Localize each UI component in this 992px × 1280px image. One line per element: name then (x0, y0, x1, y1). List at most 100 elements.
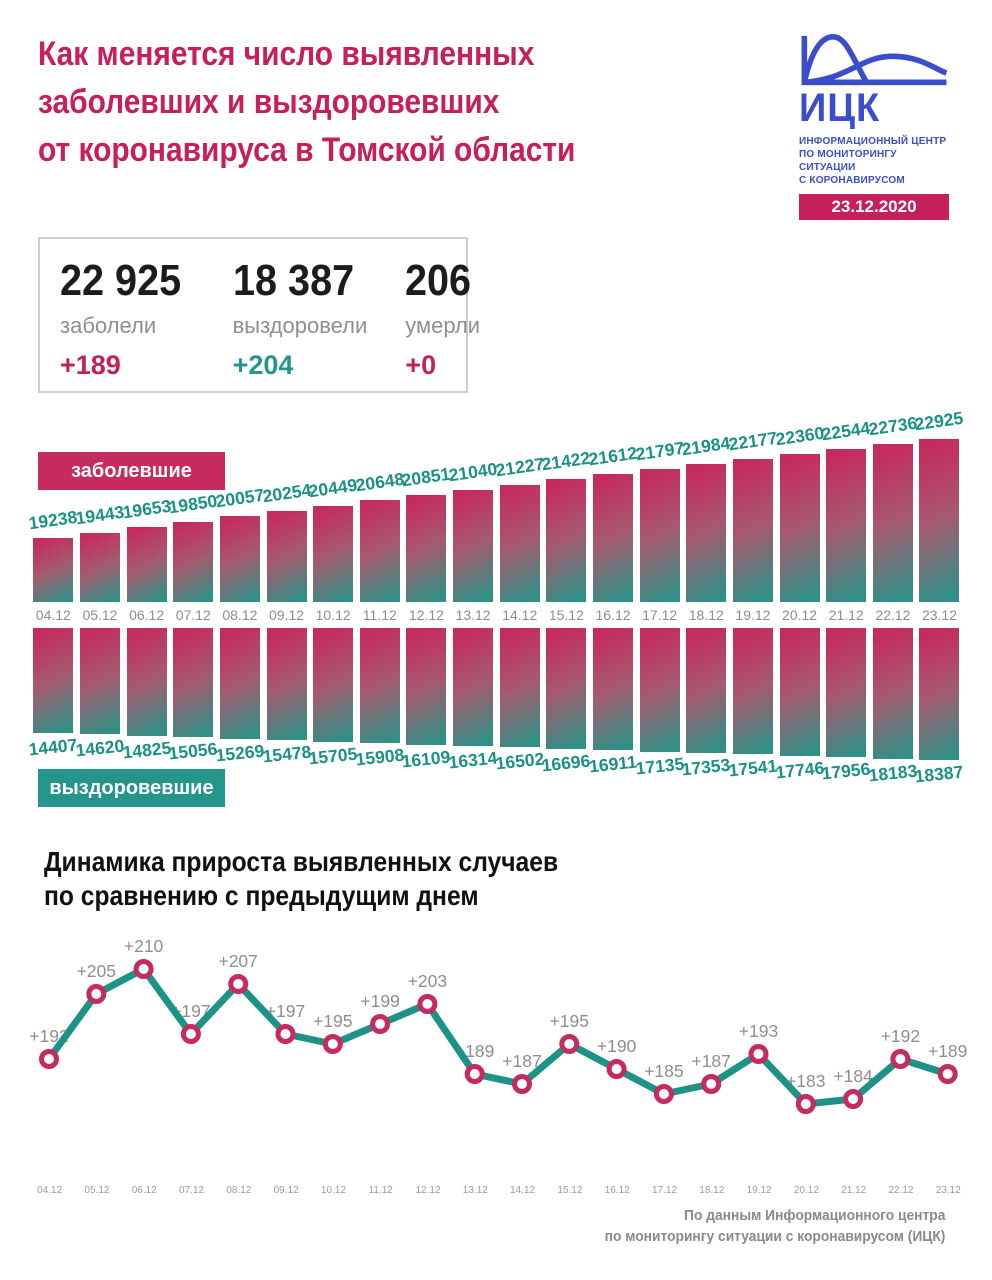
bar-date-label: 12.12 (408, 607, 444, 623)
infected-bar (779, 454, 820, 602)
data-point-marker (606, 1059, 627, 1079)
infected-bar (732, 459, 773, 602)
bar-column: 21422 15.12 16696 (540, 430, 592, 828)
line-title-line-2: по сравнению с предыдущим днем (44, 880, 479, 911)
line-date-label: 18.12 (699, 1185, 725, 1196)
data-point-marker (228, 974, 249, 994)
infected-value-label: 20648 (354, 468, 406, 496)
infected-value-label: 22177 (727, 427, 779, 455)
recovered-bar (406, 628, 447, 745)
infected-bar-slot: 22544 (821, 418, 872, 602)
recovered-value-label: 16696 (541, 750, 592, 775)
epidemic-curves-icon (801, 34, 948, 86)
line-chart-svg: +192+205+210+197+207+197 +195+199+203+189… (29, 936, 967, 1114)
recovered-bar-slot: 15269 (215, 628, 265, 828)
data-point-marker (843, 1089, 864, 1109)
bar-column: 21984 18.12 17353 (680, 430, 732, 828)
logo-subtitle-2: ПО МОНИТОРИНГУ СИТУАЦИИ (799, 149, 897, 173)
source-note: По данным Информационного центра по мони… (604, 1205, 945, 1247)
increase-point-label: +197 (266, 1001, 305, 1021)
recovered-bar (732, 628, 773, 755)
recovered-delta: +204 (232, 350, 294, 380)
recovered-bar-slot: 15705 (307, 628, 359, 828)
recovered-bar-slot: 16911 (588, 628, 638, 828)
recovered-bar (779, 628, 820, 756)
infected-value-label: 19850 (167, 490, 219, 517)
bar-date-label: 22.12 (875, 607, 911, 623)
recovered-bar-slot: 17746 (774, 628, 825, 828)
recovered-bar (219, 628, 260, 739)
recovered-bar (313, 628, 354, 742)
recovered-value-label: 16911 (588, 751, 638, 777)
infected-value-label: 19238 (27, 506, 79, 534)
line-date-label: 21.12 (841, 1185, 867, 1196)
data-point-marker (512, 1074, 532, 1094)
logo-subtitle-1: ИНФОРМАЦИОННЫЙ ЦЕНТР (799, 136, 947, 147)
recovered-bar-slot: 17956 (821, 628, 871, 828)
infected-bar (919, 439, 960, 602)
bar-date-label: 07.12 (175, 607, 211, 623)
infected-bar-slot: 22925 (914, 408, 965, 602)
recovered-bar (686, 628, 727, 753)
recovered-value-label: 16109 (401, 746, 452, 771)
recovered-bar-slot: 15056 (168, 628, 218, 828)
infected-value-label: 20254 (260, 479, 312, 506)
data-point-marker (559, 1034, 580, 1054)
line-date-label: 09.12 (273, 1185, 299, 1196)
bar-column: 22736 22.12 18183 (867, 413, 919, 828)
infected-bar-slot: 19238 (27, 430, 79, 602)
increase-point-label: +203 (408, 971, 447, 991)
bar-column: 22177 19.12 17541 (727, 427, 779, 828)
bar-column: 22360 20.12 17746 (774, 423, 825, 828)
recovered-bar (79, 628, 120, 735)
bar-column: 21040 13.12 16314 (447, 430, 499, 828)
recovered-value-label: 18387 (914, 761, 965, 787)
recovered-total: 18 387 (232, 256, 354, 305)
page-title: Как меняется число выявленных заболевших… (38, 30, 649, 174)
infected-bar-slot: 21797 (634, 430, 686, 602)
recovered-value-label: 14620 (74, 735, 126, 761)
increase-point-label: +192 (881, 1026, 920, 1046)
infected-bar-slot: 21227 (494, 430, 545, 602)
recovered-bar (173, 628, 214, 738)
bar-date-label: 16.12 (595, 607, 631, 623)
recovered-bar-slot: 17135 (634, 628, 685, 828)
bar-column: 21612 16.12 16911 (587, 430, 638, 828)
recovered-bar (359, 628, 400, 744)
infected-delta: +189 (60, 350, 121, 380)
line-date-label: 14.12 (510, 1185, 536, 1196)
recovered-value-label: 17353 (680, 754, 732, 780)
increase-point-label: +210 (124, 936, 164, 956)
infected-bar-slot: 21612 (587, 430, 638, 602)
infected-bar-slot: 22360 (774, 423, 825, 602)
data-point-marker (653, 1084, 674, 1104)
infected-value-label: 21797 (634, 438, 686, 465)
recovered-bar (453, 628, 494, 746)
infected-bar-slot: 21984 (681, 430, 732, 602)
recovered-bar-slot: 15908 (354, 628, 405, 828)
line-date-label: 20.12 (793, 1185, 819, 1196)
infected-bar-slot: 21422 (540, 430, 592, 602)
line-date-row: 04.12 05.12 06.12 07.12 08.12 09.12 10.12 11.12… (26, 1185, 972, 1196)
data-point-marker (39, 1049, 59, 1069)
recovered-value-label: 16314 (447, 747, 499, 773)
bar-date-label: 13.12 (455, 607, 491, 623)
increase-point-label: +199 (360, 991, 399, 1011)
infected-bar-slot: 19850 (167, 430, 219, 602)
infected-bar-slot: 20648 (354, 430, 406, 602)
recovered-bar (826, 628, 867, 758)
summary-box: 22 925 заболели +189 18 387 выздоровели … (38, 237, 480, 393)
recovered-value-label: 18183 (867, 760, 919, 786)
infected-bar (546, 479, 587, 602)
recovered-value-label: 15705 (307, 743, 359, 769)
title-line-1: Как меняется число выявленных (38, 35, 535, 73)
recovered-bar-slot: 16314 (447, 628, 499, 828)
title-line-2: заболевших и выздоровевших (38, 83, 500, 121)
line-date-label: 05.12 (84, 1185, 110, 1196)
recovered-bar-slot: 14825 (121, 628, 172, 828)
line-date-label: 16.12 (604, 1185, 630, 1196)
bar-date-label: 04.12 (35, 607, 71, 623)
infected-bar (826, 449, 867, 602)
data-point-marker (133, 959, 154, 979)
infected-value-label: 21422 (540, 448, 592, 475)
